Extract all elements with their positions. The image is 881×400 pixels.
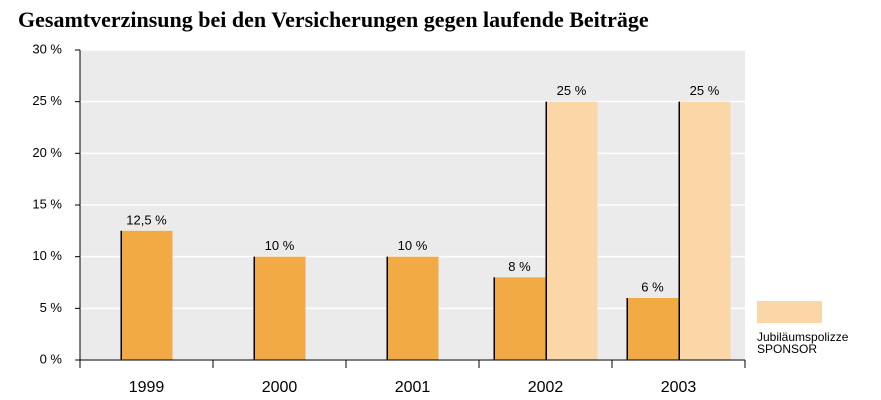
value-label: 10 % xyxy=(398,238,428,253)
y-tick-label: 5 % xyxy=(40,300,63,315)
bar-edge xyxy=(545,101,547,361)
value-label: 6 % xyxy=(641,279,664,294)
chart-title: Gesamtverzinsung bei den Versicherungen … xyxy=(18,7,649,32)
bar xyxy=(386,256,439,360)
y-tick-label: 30 % xyxy=(32,41,62,56)
bar-edge xyxy=(253,256,255,360)
bar-edge xyxy=(678,101,680,361)
y-tick-label: 20 % xyxy=(32,145,62,160)
bar xyxy=(120,230,173,360)
x-tick-label: 1999 xyxy=(129,379,165,396)
x-tick-label: 2003 xyxy=(661,379,697,396)
x-tick-label: 2002 xyxy=(528,379,564,396)
legend-swatch xyxy=(757,301,822,323)
value-label: 8 % xyxy=(508,259,531,274)
y-tick-label: 15 % xyxy=(32,196,62,211)
value-label: 25 % xyxy=(557,83,587,98)
bar xyxy=(253,256,306,360)
bar-edge xyxy=(626,298,628,360)
bar xyxy=(626,298,679,360)
bar-edge xyxy=(493,277,495,360)
y-tick-label: 25 % xyxy=(32,93,62,108)
legend-label: Jubiläumspolizze SPONSOR xyxy=(757,330,849,356)
bar xyxy=(545,101,598,361)
value-label: 10 % xyxy=(265,238,295,253)
bar-edge xyxy=(386,256,388,360)
y-tick-label: 0 % xyxy=(40,351,63,366)
y-tick-label: 10 % xyxy=(32,248,62,263)
bar-edge xyxy=(120,230,122,360)
x-tick-label: 2000 xyxy=(262,379,298,396)
bar xyxy=(678,101,731,361)
x-tick-label: 2001 xyxy=(395,379,431,396)
bar xyxy=(493,277,546,360)
value-label: 25 % xyxy=(690,83,720,98)
value-label: 12,5 % xyxy=(126,212,167,227)
